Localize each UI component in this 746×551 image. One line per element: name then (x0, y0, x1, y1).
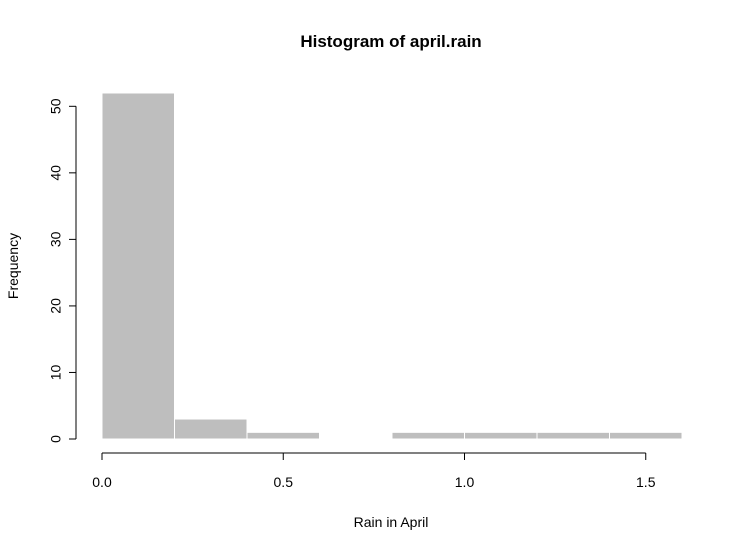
histogram-bar-0 (101, 92, 175, 440)
histogram-bar-2 (246, 431, 320, 440)
histogram-bar-6 (536, 431, 610, 440)
x-tick-label: 0.5 (274, 474, 294, 490)
x-axis: 0.0 0.5 1.0 1.5 (92, 452, 656, 490)
y-tick-label: 40 (48, 165, 64, 181)
histogram-bar-7 (609, 431, 683, 440)
y-tick-label: 0 (48, 435, 64, 443)
chart-title: Histogram of april.rain (300, 32, 481, 51)
histogram-bar-5 (464, 431, 538, 440)
y-axis-label: Frequency (5, 233, 21, 299)
y-tick-label: 50 (48, 98, 64, 114)
histogram-bar-4 (391, 431, 465, 440)
y-tick-label: 10 (48, 364, 64, 380)
y-tick-label: 30 (48, 231, 64, 247)
x-tick-label: 1.0 (455, 474, 475, 490)
y-tick-label: 20 (48, 298, 64, 314)
bars-group (101, 92, 683, 440)
x-axis-label: Rain in April (354, 514, 429, 530)
x-tick-label: 1.5 (636, 474, 656, 490)
y-axis: 0 10 20 30 40 50 (48, 98, 77, 443)
x-tick-label: 0.0 (92, 474, 112, 490)
histogram-bar-1 (174, 418, 248, 440)
